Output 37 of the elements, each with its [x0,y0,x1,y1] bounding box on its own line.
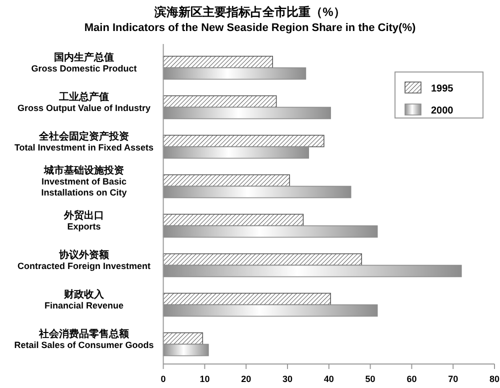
chart-title: 滨海新区主要指标占全市比重（%） [154,5,346,19]
y-tick-label: 工业总产值 Gross Output Value of Industry [17,90,151,113]
bar [162,67,306,80]
bar [162,225,378,238]
x-tick-label: 10 [200,374,210,384]
bar [162,106,331,120]
bar [162,264,462,278]
bar [162,174,290,187]
x-tick-label: 40 [324,374,334,384]
y-tick-label: 全社会固定资产投资 Total Investment in Fixed Assets [14,130,154,152]
bar [162,332,204,345]
legend-label: 2000 [431,106,454,116]
bar [162,134,324,148]
x-tick-label: 0 [160,374,166,384]
y-tick-label: 城市基础设施投资 Investment of Basic Installations on City [41,164,127,198]
chart-subtitle: Main Indicators of the New Seaside Region Share in the City(%) [84,22,416,34]
bar [162,344,209,356]
bar [162,146,310,159]
bar [162,214,304,226]
x-tick-label: 30 [282,374,293,384]
bar [162,186,352,198]
bar [162,95,277,108]
bar [162,56,273,68]
x-tick-label: 70 [448,374,458,384]
legend-label: 1995 [431,84,454,94]
bar [162,253,362,266]
x-tick-label: 20 [241,374,252,384]
x-tick-label: 80 [489,374,500,384]
bar [162,304,378,317]
y-tick-label: 协议外资额 Contracted Foreign Investment [17,248,151,271]
bar [162,292,331,306]
y-tick-label: 国内生产总值 Gross Domestic Product [31,51,137,74]
y-tick-label: 社会消费品零售总额 Retail Sales of Consumer Goods [14,328,154,350]
y-tick-label: 财政收入 Financial Revenue [44,288,124,310]
x-tick-label: 60 [406,374,417,384]
x-tick-label: 50 [365,374,376,384]
y-tick-label: 外贸出口 Exports [63,209,104,232]
